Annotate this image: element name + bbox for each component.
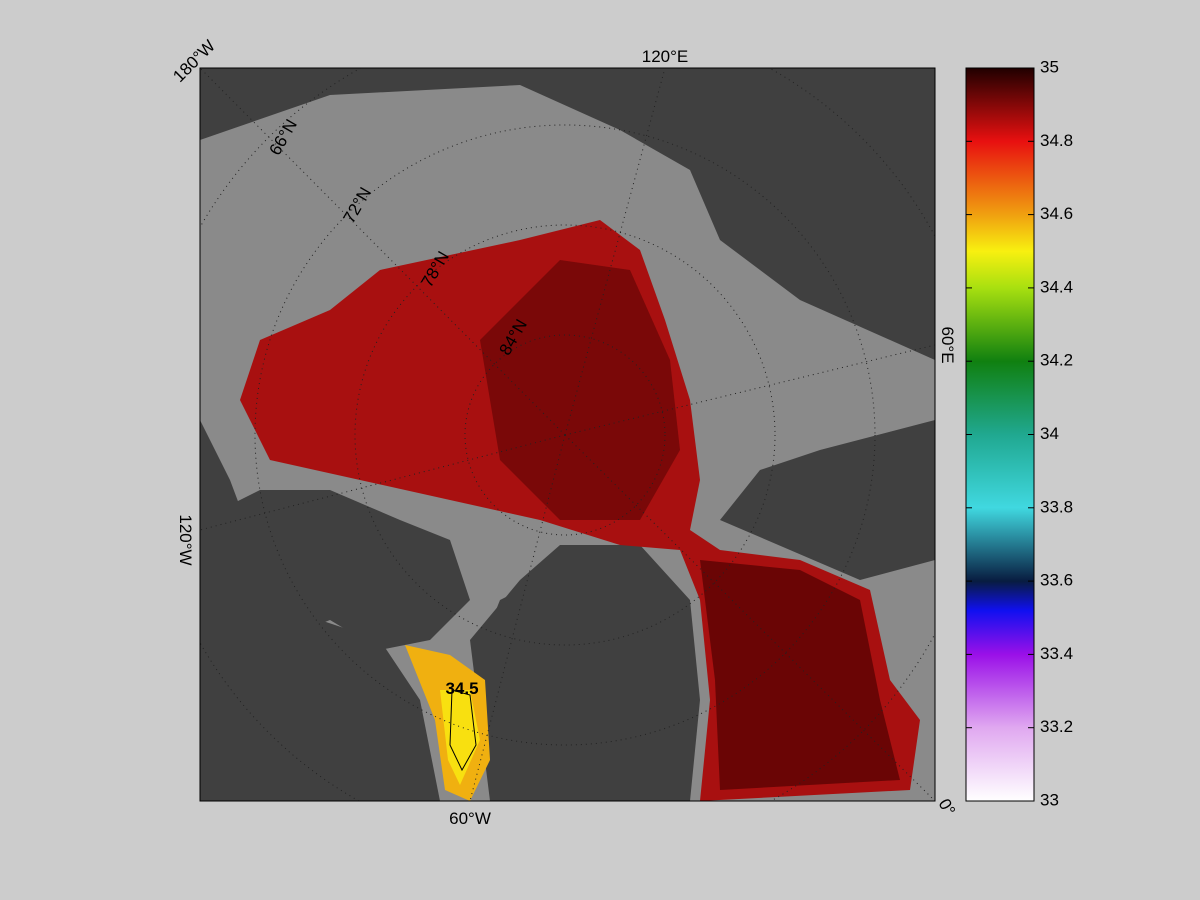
colorbar-tick-label: 33.6 xyxy=(1040,571,1073,590)
colorbar-tick-label: 34.2 xyxy=(1040,351,1073,370)
colorbar-tick-label: 33.4 xyxy=(1040,644,1073,663)
colorbar-tick-label: 33.8 xyxy=(1040,497,1073,516)
lon-label: 60°W xyxy=(449,809,491,828)
colorbar-tick-label: 34.8 xyxy=(1040,131,1073,150)
colorbar-tick-label: 34.4 xyxy=(1040,277,1073,296)
graticule xyxy=(200,68,935,801)
salinity-atlantic xyxy=(700,560,900,790)
map xyxy=(200,68,935,801)
map-frame xyxy=(199,67,936,802)
colorbar-tick-label: 33 xyxy=(1040,790,1059,809)
salinity-core xyxy=(480,260,680,520)
contour-line xyxy=(449,689,477,772)
colorbar-tick-label: 35 xyxy=(1040,57,1059,76)
colorbar-tick-label: 33.2 xyxy=(1040,717,1073,736)
colorbar-tick-label: 34 xyxy=(1040,424,1059,443)
greenland xyxy=(480,560,690,801)
contour-label: 34.5 xyxy=(445,679,478,698)
lon-label: 120°W xyxy=(176,514,195,565)
lon-label: 60°E xyxy=(938,326,957,363)
archipelago xyxy=(200,490,470,650)
colorbar xyxy=(965,67,1035,802)
lon-label: 0° xyxy=(934,795,959,819)
salinity-baffin-core xyxy=(440,690,480,785)
lon-label: 120°E xyxy=(642,47,689,66)
colorbar-tick-label: 34.6 xyxy=(1040,204,1073,223)
